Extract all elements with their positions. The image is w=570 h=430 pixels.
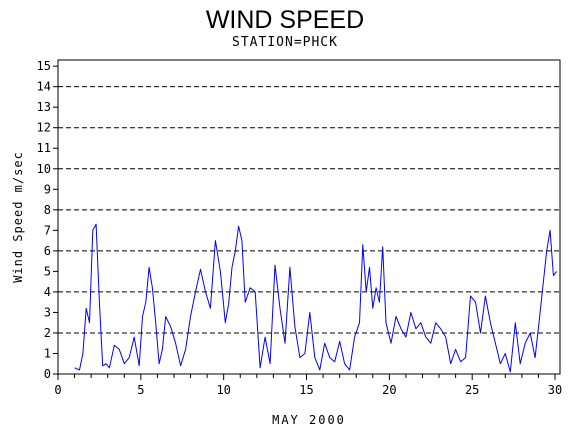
y-tick-label: 13: [37, 100, 51, 114]
y-tick-label: 11: [37, 141, 51, 155]
y-tick-label: 6: [44, 244, 51, 258]
y-tick-label: 14: [37, 80, 51, 94]
y-tick-label: 10: [37, 162, 51, 176]
x-tick-label: 0: [54, 383, 61, 397]
chart-title: WIND SPEED: [205, 6, 365, 34]
series-line-0: [74, 223, 558, 373]
x-tick-label: 10: [216, 383, 230, 397]
grid-layer: [58, 86, 560, 375]
y-tick-label: 4: [44, 285, 51, 299]
chart-subtitle: STATION=PHCK: [232, 35, 338, 50]
y-tick-label: 12: [37, 121, 51, 135]
y-tick-label: 15: [37, 59, 51, 73]
series-layer: [74, 223, 558, 373]
x-axis-label: MAY 2000: [272, 413, 346, 427]
y-tick-label: 9: [44, 182, 51, 196]
x-tick-label: 30: [548, 383, 562, 397]
y-tick-label: 5: [44, 264, 51, 278]
y-tick-label: 7: [44, 223, 51, 237]
y-tick-label: 1: [44, 346, 51, 360]
x-tick-label: 5: [137, 383, 144, 397]
y-tick-label: 8: [44, 203, 51, 217]
x-tick-label: 25: [465, 383, 479, 397]
plot-frame: [57, 59, 561, 375]
y-tick-label: 0: [44, 367, 51, 381]
y-tick-label: 3: [44, 305, 51, 319]
x-tick-label: 20: [382, 383, 396, 397]
x-tick-label: 15: [299, 383, 313, 397]
y-tick-label: 2: [44, 326, 51, 340]
y-axis-label: Wind Speed m/sec: [11, 151, 25, 283]
